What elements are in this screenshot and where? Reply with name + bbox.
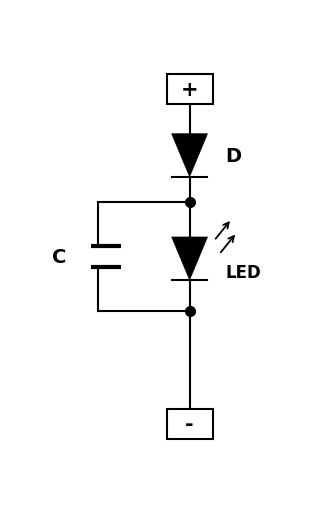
Text: +: + — [181, 80, 198, 100]
Polygon shape — [172, 237, 208, 280]
Bar — [167, 410, 213, 439]
Bar — [167, 75, 213, 105]
Polygon shape — [172, 134, 208, 177]
Text: -: - — [185, 414, 194, 434]
Text: LED: LED — [225, 264, 261, 281]
Text: C: C — [52, 247, 66, 267]
Text: D: D — [225, 146, 242, 165]
